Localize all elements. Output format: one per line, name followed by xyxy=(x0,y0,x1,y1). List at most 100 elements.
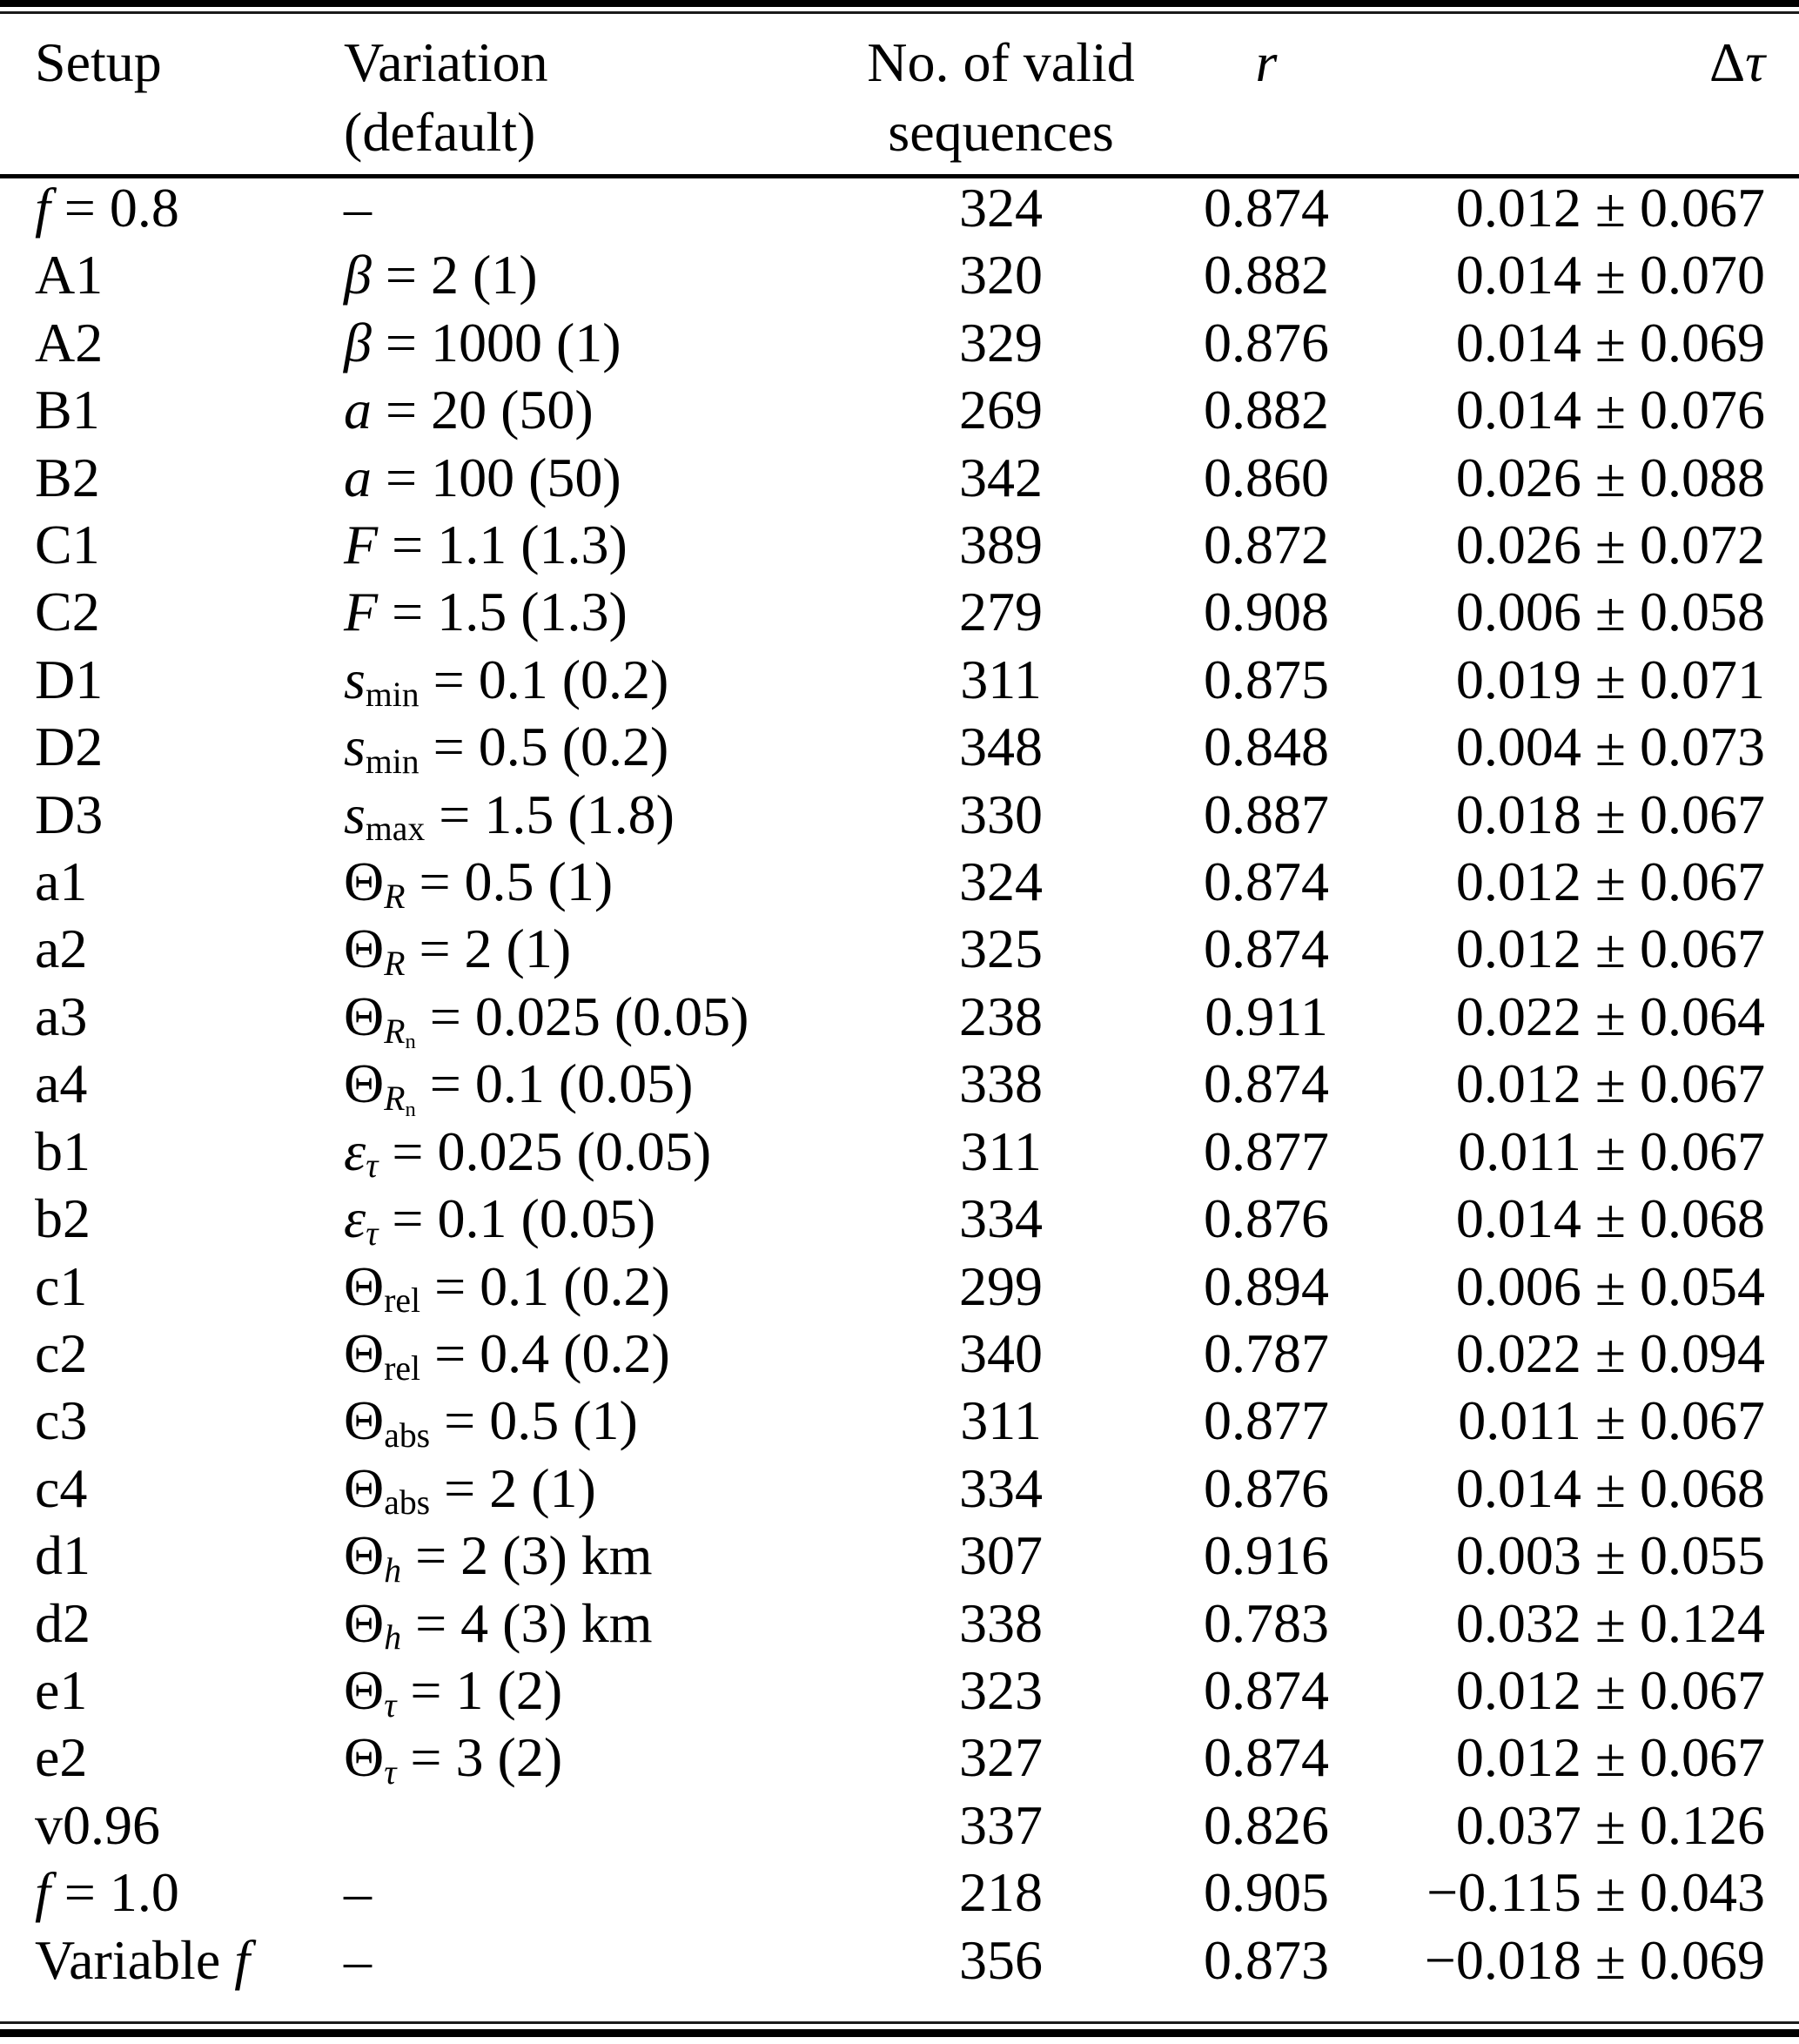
delta-tau-cell: 0.026 ± 0.088 xyxy=(1455,446,1765,508)
table-body: f = 0.8 – 324 0.874 0.012 ± 0.067 A1 β = 2 (1)… xyxy=(0,174,1799,1994)
variation-cell: F = 1.1 (1.3) xyxy=(344,514,628,576)
table-row: v0.96 337 0.826 0.037 ± 0.126 xyxy=(0,1792,1799,1859)
setup-cell: v0.96 xyxy=(35,1793,160,1856)
r-cell: 0.874 xyxy=(1204,1658,1329,1721)
variation-cell: – xyxy=(344,1928,372,1991)
sequences-cell: 337 xyxy=(959,1793,1043,1856)
variation-cell: smax = 1.5 (1.8) xyxy=(344,783,675,849)
r-cell: 0.874 xyxy=(1204,1052,1329,1115)
delta-tau-cell: 0.037 ± 0.126 xyxy=(1455,1793,1765,1856)
table-top-rule-thin xyxy=(0,11,1799,14)
table-header: Setup Variation (default) No. of valid s… xyxy=(0,14,1799,174)
setup-cell: a1 xyxy=(35,851,88,913)
r-cell: 0.877 xyxy=(1204,1389,1329,1452)
setup-cell: A2 xyxy=(35,311,104,373)
table-top-rule-thick xyxy=(0,0,1799,7)
r-cell: 0.860 xyxy=(1204,446,1329,508)
delta-tau-cell: 0.012 ± 0.067 xyxy=(1455,1726,1765,1789)
setup-cell: C1 xyxy=(35,514,100,576)
setup-cell: A1 xyxy=(35,244,104,306)
setup-cell: Variable f xyxy=(35,1928,250,1991)
setup-cell: a2 xyxy=(35,918,88,980)
delta-tau-cell: 0.014 ± 0.068 xyxy=(1455,1187,1765,1250)
col-header-r: r xyxy=(1171,14,1362,174)
delta-tau-cell: 0.022 ± 0.064 xyxy=(1455,985,1765,1047)
setup-cell: c4 xyxy=(35,1456,88,1519)
delta-tau-cell: 0.012 ± 0.067 xyxy=(1455,1052,1765,1115)
setup-cell: C2 xyxy=(35,581,100,643)
r-cell: 0.877 xyxy=(1204,1119,1329,1182)
setup-cell: f = 1.0 xyxy=(35,1861,179,1924)
variation-cell: a = 100 (50) xyxy=(344,446,621,508)
setup-cell: e1 xyxy=(35,1658,88,1721)
table-row: c1 Θrel = 0.1 (0.2) 299 0.894 0.006 ± 0.054 xyxy=(0,1253,1799,1320)
table-row: Variable f – 356 0.873 −0.018 ± 0.069 xyxy=(0,1926,1799,1994)
variation-cell: ΘRn = 0.1 (0.05) xyxy=(344,1052,694,1121)
table-row: b1 ετ = 0.025 (0.05) 311 0.877 0.011 ± 0.067 xyxy=(0,1118,1799,1185)
r-cell: 0.882 xyxy=(1204,379,1329,441)
setup-cell: D1 xyxy=(35,648,104,710)
table-row: A1 β = 2 (1) 320 0.882 0.014 ± 0.070 xyxy=(0,241,1799,308)
variation-cell xyxy=(309,1792,831,1859)
table-row: c2 Θrel = 0.4 (0.2) 340 0.787 0.022 ± 0.094 xyxy=(0,1320,1799,1387)
col-header-delta-tau: Δτ xyxy=(1362,14,1799,174)
col-header-delta-tau-label: Δτ xyxy=(1708,31,1765,93)
sequences-cell: 279 xyxy=(959,581,1043,643)
r-cell: 0.875 xyxy=(1204,648,1329,710)
col-header-sequences-line1: No. of valid xyxy=(867,31,1135,93)
delta-tau-cell: 0.004 ± 0.073 xyxy=(1455,716,1765,778)
sequences-cell: 320 xyxy=(959,244,1043,306)
sequences-cell: 324 xyxy=(959,851,1043,913)
r-cell: 0.908 xyxy=(1204,581,1329,643)
delta-tau-cell: 0.018 ± 0.067 xyxy=(1455,783,1765,845)
results-table: Setup Variation (default) No. of valid s… xyxy=(0,14,1799,1994)
col-header-variation-line2: (default) xyxy=(344,101,536,163)
col-header-sequences: No. of valid sequences xyxy=(831,14,1171,174)
r-cell: 0.876 xyxy=(1204,1456,1329,1519)
table-row: a2 ΘR = 2 (1) 325 0.874 0.012 ± 0.067 xyxy=(0,915,1799,982)
table-bottom-rule-thick xyxy=(0,2029,1799,2037)
sequences-cell: 330 xyxy=(959,783,1043,845)
table-row: D1 smin = 0.1 (0.2) 311 0.875 0.019 ± 0.071 xyxy=(0,646,1799,713)
variation-cell: smin = 0.1 (0.2) xyxy=(344,648,669,714)
col-header-setup-label: Setup xyxy=(35,31,162,93)
sequences-cell: 324 xyxy=(959,177,1043,239)
variation-cell: a = 20 (50) xyxy=(344,379,594,441)
sequences-cell: 311 xyxy=(960,648,1042,710)
r-cell: 0.894 xyxy=(1204,1254,1329,1317)
sequences-cell: 348 xyxy=(959,716,1043,778)
delta-tau-cell: 0.003 ± 0.055 xyxy=(1455,1524,1765,1587)
r-cell: 0.874 xyxy=(1204,1726,1329,1789)
sequences-cell: 338 xyxy=(959,1591,1043,1654)
r-cell: 0.916 xyxy=(1204,1524,1329,1587)
table-row: B2 a = 100 (50) 342 0.860 0.026 ± 0.088 xyxy=(0,444,1799,511)
sequences-cell: 356 xyxy=(959,1928,1043,1991)
sequences-cell: 311 xyxy=(960,1389,1042,1452)
table-row: c3 Θabs = 0.5 (1) 311 0.877 0.011 ± 0.067 xyxy=(0,1387,1799,1454)
table-row: b2 ετ = 0.1 (0.05) 334 0.876 0.014 ± 0.068 xyxy=(0,1185,1799,1252)
r-cell: 0.876 xyxy=(1204,311,1329,373)
variation-cell: ΘRn = 0.025 (0.05) xyxy=(344,985,749,1054)
variation-cell: β = 1000 (1) xyxy=(344,311,621,373)
setup-cell: f = 0.8 xyxy=(35,177,179,239)
table-row: A2 β = 1000 (1) 329 0.876 0.014 ± 0.069 xyxy=(0,309,1799,376)
delta-tau-cell: 0.014 ± 0.070 xyxy=(1455,244,1765,306)
variation-cell: – xyxy=(344,1861,372,1924)
variation-cell: Θrel = 0.4 (0.2) xyxy=(344,1321,670,1388)
delta-tau-cell: 0.014 ± 0.069 xyxy=(1455,311,1765,373)
variation-cell: ετ = 0.1 (0.05) xyxy=(344,1187,656,1253)
table-row: B1 a = 20 (50) 269 0.882 0.014 ± 0.076 xyxy=(0,376,1799,443)
r-cell: 0.826 xyxy=(1204,1793,1329,1856)
variation-cell: F = 1.5 (1.3) xyxy=(344,581,628,643)
r-cell: 0.911 xyxy=(1205,985,1328,1047)
delta-tau-cell: 0.022 ± 0.094 xyxy=(1455,1321,1765,1384)
delta-tau-cell: 0.006 ± 0.058 xyxy=(1455,581,1765,643)
table-row: c4 Θabs = 2 (1) 334 0.876 0.014 ± 0.068 xyxy=(0,1455,1799,1522)
col-header-variation: Variation (default) xyxy=(309,14,831,174)
sequences-cell: 238 xyxy=(959,985,1043,1047)
col-header-variation-line1: Variation xyxy=(344,31,548,93)
variation-cell: Θτ = 3 (2) xyxy=(344,1726,563,1792)
setup-cell: B2 xyxy=(35,446,100,508)
setup-cell: b1 xyxy=(35,1119,91,1182)
